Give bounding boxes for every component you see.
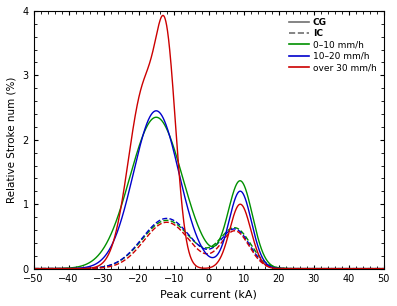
Legend: CG, IC, 0–10 mm/h, 10–20 mm/h, over 30 mm/h: CG, IC, 0–10 mm/h, 10–20 mm/h, over 30 m… xyxy=(287,16,380,75)
X-axis label: Peak current (kA): Peak current (kA) xyxy=(160,289,257,299)
Y-axis label: Relative Stroke num (%): Relative Stroke num (%) xyxy=(7,76,17,203)
